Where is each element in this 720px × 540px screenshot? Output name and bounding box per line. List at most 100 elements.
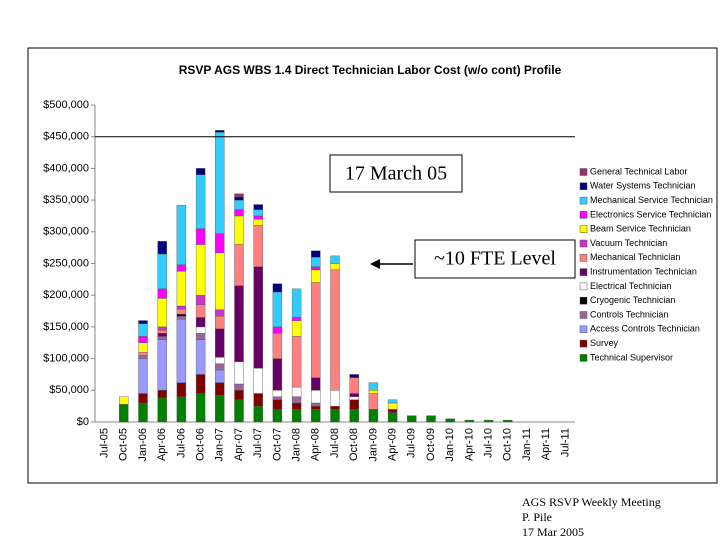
bar-segment bbox=[253, 204, 263, 210]
bar-segment bbox=[272, 409, 283, 423]
bar-segment bbox=[195, 304, 206, 318]
bar-segment bbox=[157, 339, 167, 391]
bar-segment bbox=[407, 415, 417, 423]
bar-segment bbox=[138, 355, 148, 359]
bar-segment bbox=[138, 342, 148, 353]
x-tick-label: Oct-09 bbox=[425, 428, 437, 461]
bar-segment bbox=[368, 390, 379, 394]
legend-label: Survey bbox=[590, 338, 619, 348]
legend-swatch bbox=[579, 268, 588, 276]
legend-swatch bbox=[579, 254, 588, 262]
bar-segment bbox=[503, 419, 513, 423]
bar-segment bbox=[272, 390, 283, 397]
bar-segment bbox=[387, 399, 398, 404]
legend-label: Mechanical Service Technician bbox=[590, 195, 713, 205]
legend-label: Water Systems Technician bbox=[590, 181, 696, 191]
legend-label: Beam Service Technician bbox=[590, 224, 691, 234]
bar-segment bbox=[138, 336, 148, 343]
legend-label: Access Controls Technician bbox=[590, 324, 700, 334]
footer: P. Pile bbox=[522, 510, 552, 524]
bar-segment bbox=[253, 209, 263, 217]
bar-segment bbox=[330, 263, 340, 271]
bar-segment bbox=[195, 339, 206, 375]
legend-label: General Technical Labor bbox=[590, 166, 687, 176]
x-tick-label: Oct-10 bbox=[502, 428, 514, 461]
bar-segment bbox=[311, 250, 321, 258]
bar-segment bbox=[157, 397, 167, 423]
bar-segment bbox=[272, 333, 283, 359]
bar-segment bbox=[272, 291, 283, 328]
bar-segment bbox=[330, 405, 340, 410]
bar-segment bbox=[138, 352, 148, 356]
bar-segment bbox=[253, 405, 263, 423]
legend-label: Technical Supervisor bbox=[590, 352, 673, 362]
bar-segment bbox=[291, 317, 302, 321]
bar-segment bbox=[119, 404, 129, 423]
legend-swatch bbox=[579, 282, 588, 291]
y-tick-label: $150,000 bbox=[43, 321, 89, 333]
x-tick-label: Jul-11 bbox=[559, 428, 571, 457]
legend-label: Vacuum Technician bbox=[590, 238, 667, 248]
bar-segment bbox=[138, 320, 148, 324]
bar-segment bbox=[234, 215, 244, 245]
bar-segment bbox=[234, 399, 244, 423]
annotation-box bbox=[414, 239, 576, 279]
annotation: 17 March 05 bbox=[345, 163, 447, 185]
bar-segment bbox=[176, 315, 187, 320]
bar-segment bbox=[272, 399, 283, 410]
bar-segment bbox=[195, 244, 206, 296]
x-tick-label: Jan-07 bbox=[214, 428, 226, 462]
x-tick-label: Apr-10 bbox=[463, 428, 475, 461]
bar-segment bbox=[195, 317, 206, 328]
legend-swatch bbox=[579, 168, 588, 176]
bar-segment bbox=[157, 326, 167, 331]
bar-segment bbox=[387, 409, 398, 413]
bar-segment bbox=[234, 285, 244, 362]
bar-segment bbox=[215, 252, 225, 310]
bar-segment bbox=[195, 168, 206, 175]
x-tick-label: Jul-06 bbox=[175, 428, 187, 458]
y-tick-label: $350,000 bbox=[43, 194, 89, 206]
bar-segment bbox=[176, 204, 187, 265]
legend-label: Electronics Service Technician bbox=[590, 209, 711, 219]
bar-segment bbox=[157, 329, 167, 334]
bar-segment bbox=[483, 419, 494, 423]
bar-segment bbox=[311, 405, 321, 410]
x-tick-label: Apr-06 bbox=[156, 428, 168, 461]
bar-segment bbox=[387, 412, 398, 423]
bar-segment bbox=[234, 383, 244, 391]
bar-segment bbox=[215, 132, 225, 234]
bar-segment bbox=[234, 209, 244, 217]
bar-segment bbox=[138, 393, 148, 404]
bar-segment bbox=[330, 269, 340, 391]
legend-swatch bbox=[579, 296, 588, 305]
bar-segment bbox=[272, 283, 283, 293]
bar-segment bbox=[234, 390, 244, 401]
bar-segment bbox=[368, 382, 379, 391]
bar-segment bbox=[195, 374, 206, 394]
annotation: ~10 FTE Level bbox=[434, 248, 556, 270]
legend-swatch bbox=[579, 325, 588, 334]
bar-segment bbox=[349, 374, 359, 378]
legend-swatch bbox=[579, 239, 588, 248]
bar-segment bbox=[272, 396, 283, 401]
x-tick-label: Jul-08 bbox=[329, 428, 341, 458]
bar-segment bbox=[311, 377, 321, 391]
x-tick-label: Oct-05 bbox=[118, 428, 130, 461]
bar-segment bbox=[176, 382, 187, 397]
bar-segment bbox=[176, 308, 187, 315]
bar-segment bbox=[157, 333, 167, 337]
bar-segment bbox=[349, 393, 359, 397]
x-tick-label: Apr-07 bbox=[233, 428, 245, 461]
bar-segment bbox=[291, 320, 302, 337]
x-tick-label: Apr-11 bbox=[540, 428, 552, 460]
legend-label: Instrumentation Technician bbox=[590, 266, 697, 276]
x-tick-label: Oct-07 bbox=[271, 428, 283, 461]
legend-label: Electrical Technician bbox=[590, 281, 671, 291]
bar-segment bbox=[330, 255, 340, 264]
y-tick-label: $200,000 bbox=[43, 289, 89, 301]
bar-segment bbox=[291, 336, 302, 388]
bar-segment bbox=[368, 393, 379, 410]
bar-segment bbox=[157, 298, 167, 328]
y-tick-label: $0 bbox=[77, 416, 89, 428]
